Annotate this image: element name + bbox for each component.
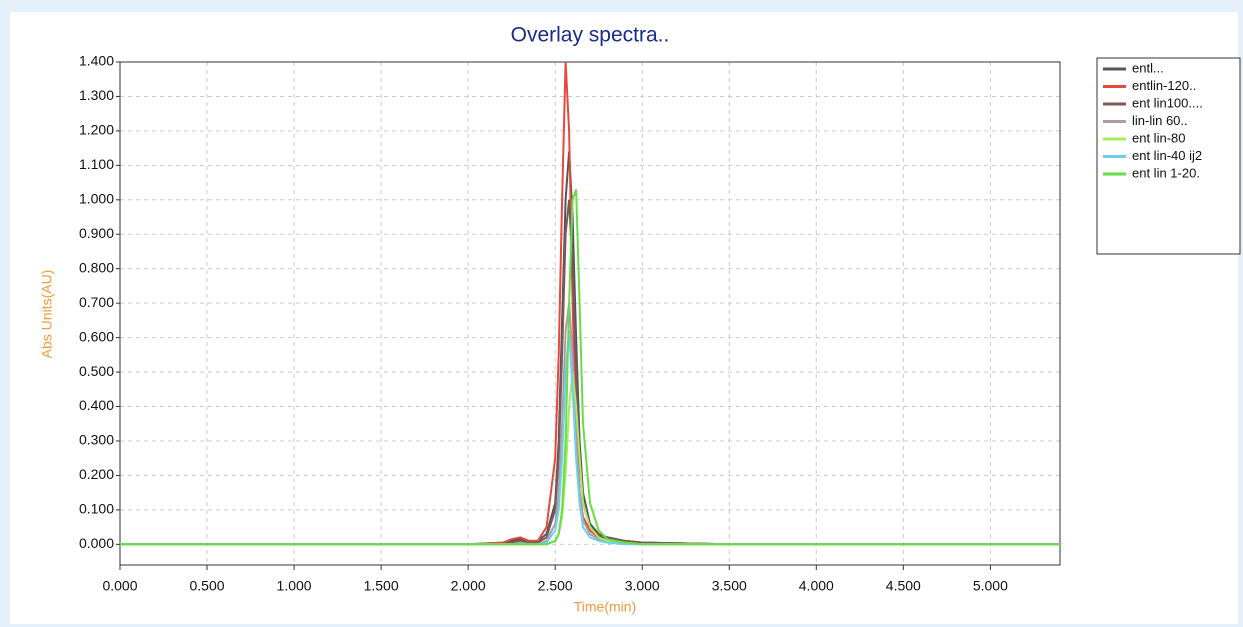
legend-label: ent lin-80	[1132, 130, 1185, 145]
y-tick-label: 0.900	[79, 225, 114, 241]
legend-label: entlin-120..	[1132, 78, 1196, 93]
y-tick-label: 0.100	[79, 501, 114, 517]
x-tick-label: 3.000	[625, 578, 660, 594]
legend-label: ent lin 1-20.	[1132, 165, 1200, 180]
y-tick-label: 0.600	[79, 328, 114, 344]
legend-label: ent lin-40 ij2	[1132, 148, 1202, 163]
x-axis-label: Time(min)	[574, 599, 636, 615]
x-tick-label: 3.500	[712, 578, 747, 594]
y-tick-label: 1.100	[79, 156, 114, 172]
series-line	[120, 189, 1060, 546]
panel	[10, 12, 1238, 624]
y-tick-label: 0.400	[79, 397, 114, 413]
legend-label: ent lin100....	[1132, 95, 1203, 110]
y-tick-label: 0.500	[79, 363, 114, 379]
plot-frame	[119, 61, 1061, 566]
x-tick-label: 2.500	[538, 578, 573, 594]
y-tick-label: 1.000	[79, 191, 114, 207]
y-tick-label: 1.200	[79, 122, 114, 138]
y-tick-label: 0.700	[79, 294, 114, 310]
series-line	[120, 151, 1060, 546]
x-tick-label: 1.000	[277, 578, 312, 594]
y-tick-label: 1.300	[79, 87, 114, 103]
y-tick-label: 0.000	[79, 535, 114, 551]
y-tick-label: 0.800	[79, 259, 114, 275]
legend-label: lin-lin 60..	[1132, 113, 1188, 128]
y-tick-label: 1.400	[79, 53, 114, 69]
y-tick-label: 0.300	[79, 432, 114, 448]
x-tick-label: 5.000	[973, 578, 1008, 594]
x-tick-label: 4.000	[799, 578, 834, 594]
x-tick-label: 0.000	[102, 578, 137, 594]
x-tick-label: 1.500	[364, 578, 399, 594]
y-tick-label: 0.200	[79, 466, 114, 482]
x-tick-label: 4.500	[886, 578, 921, 594]
x-tick-label: 2.000	[451, 578, 486, 594]
x-tick-label: 0.500	[190, 578, 225, 594]
legend-label: entl...	[1132, 60, 1164, 75]
chart-title: Overlay spectra..	[511, 24, 670, 47]
y-axis-label: Abs Units(AU)	[39, 270, 55, 359]
